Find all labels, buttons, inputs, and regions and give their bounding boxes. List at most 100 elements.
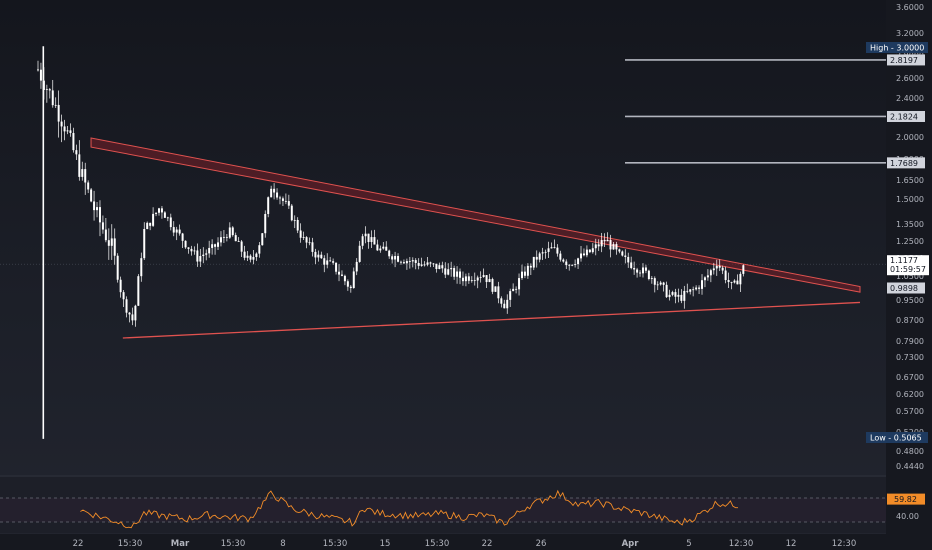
candle-body — [96, 207, 99, 211]
candle-body — [163, 212, 166, 218]
candle-body — [281, 198, 284, 201]
candle-body — [736, 280, 739, 285]
candle-body — [367, 233, 370, 242]
candle-body — [414, 260, 417, 263]
time-tick: 8 — [280, 539, 285, 549]
level-tag-bg-2 — [887, 157, 925, 169]
candle-body — [84, 169, 87, 183]
candle-body — [441, 265, 444, 269]
candle-body — [231, 227, 234, 236]
candle-body — [544, 251, 547, 253]
candle-body — [464, 276, 467, 282]
support-tag-bg — [887, 282, 925, 294]
rsi-value-tag-bg — [887, 493, 925, 505]
candle-body — [444, 268, 447, 275]
candle-body — [110, 238, 113, 246]
candle-body — [500, 298, 503, 304]
candle-body — [217, 242, 220, 247]
candle-body — [101, 222, 104, 230]
candle-body — [450, 268, 453, 270]
candle-body — [323, 258, 326, 265]
candle-body — [665, 284, 668, 298]
candle-body — [169, 217, 172, 228]
candle-body — [128, 312, 131, 315]
candle-body — [591, 248, 594, 253]
candle-body — [535, 256, 538, 260]
candle-body — [742, 265, 745, 274]
candle-body — [69, 130, 72, 133]
candle-body — [709, 270, 712, 276]
time-tick: 22 — [73, 539, 84, 549]
candle-body — [340, 274, 343, 276]
candle-body — [650, 278, 653, 280]
time-tick: 15:30 — [221, 539, 246, 549]
candle-body — [606, 239, 609, 242]
candle-body — [358, 245, 361, 262]
candle-body — [222, 236, 225, 238]
candle-body — [641, 267, 644, 274]
candle-body — [470, 280, 473, 282]
candle-body — [290, 205, 293, 221]
candle-body — [482, 275, 485, 277]
candle-body — [603, 240, 606, 242]
candle-body — [541, 252, 544, 254]
price-tags: High - 3.0000 Low - 0.5065 2.8197 2.1824 1.7… — [866, 42, 929, 521]
candle-body — [739, 273, 742, 285]
price-tick: 1.3500 — [896, 220, 924, 229]
candle-body — [376, 244, 379, 251]
candle-body — [556, 247, 559, 254]
candle-body — [523, 271, 526, 276]
candle-body — [633, 268, 636, 270]
candle-body — [550, 247, 553, 249]
time-tick: 12 — [786, 539, 797, 549]
candle-body — [701, 280, 704, 289]
candle-body — [582, 253, 585, 256]
time-axis-bg — [0, 534, 886, 550]
candle-body — [408, 261, 411, 262]
candle-body — [659, 282, 662, 285]
candle-body — [506, 299, 509, 309]
candle-body — [580, 253, 583, 259]
candle-body — [426, 262, 429, 265]
high-tag-bg — [866, 42, 928, 53]
support-trendline — [122, 301, 861, 339]
candle-body — [264, 213, 267, 234]
candle-body — [420, 264, 423, 266]
candle-body — [547, 248, 550, 252]
horizontal-levels — [0, 59, 886, 265]
candle-body — [529, 265, 532, 268]
candle-body — [90, 189, 93, 202]
current-price-tag: 1.1177 — [890, 256, 918, 265]
candle-body — [674, 292, 677, 297]
candle-body — [270, 188, 273, 198]
candle-body — [66, 130, 69, 132]
price-tick: 3.2000 — [896, 29, 924, 38]
candle-body — [258, 245, 261, 254]
candle-body — [314, 251, 317, 258]
candle-body — [78, 154, 81, 177]
candle-body — [692, 289, 695, 291]
candle-body — [518, 278, 521, 290]
countdown-tag: 01:59:57 — [890, 265, 926, 274]
candle-body — [680, 294, 683, 301]
candle-body — [332, 261, 335, 263]
candle-body — [627, 256, 630, 263]
time-axis: 22 15:30 Mar 15:30 8 15:30 15 15:30 22 26 Apr 5 12:3… — [0, 534, 886, 550]
price-tick: 0.5700 — [896, 407, 924, 416]
candle-body — [621, 251, 624, 256]
candle-body — [60, 121, 63, 127]
time-tick: 15 — [380, 539, 391, 549]
candle-body — [196, 250, 199, 262]
candle-body — [184, 240, 187, 248]
candle-body — [405, 261, 408, 264]
candle-body — [526, 265, 529, 276]
level-tag-bg-0 — [887, 54, 925, 66]
candle-body — [379, 248, 382, 251]
candle-body — [488, 279, 491, 283]
candle-body — [37, 69, 39, 71]
candle-body — [278, 197, 281, 199]
candle-body — [394, 256, 397, 260]
candle-body — [152, 213, 155, 226]
